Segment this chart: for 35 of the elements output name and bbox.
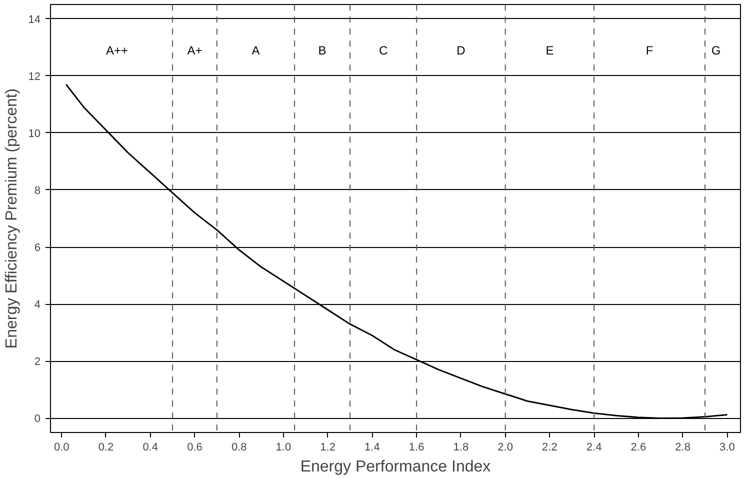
y-tick-label: 14 [28,14,41,26]
y-axis-title: Energy Efficiency Premium (percent) [3,88,20,349]
x-tick-label: 0.0 [54,442,70,454]
x-axis-title: Energy Performance Index [300,458,491,476]
annotation: A++ [106,43,128,58]
x-tick-label: 0.2 [98,442,114,454]
annotation: D [456,43,466,58]
x-tick-label: 2.0 [498,442,513,454]
y-tick-label: 2 [34,356,41,368]
x-tick-label: 0.4 [142,442,158,454]
x-tick-label: 1.2 [320,442,336,454]
x-tick-label: 2.6 [630,442,646,454]
x-tick-label: 0.6 [187,442,202,454]
annotation: E [546,43,554,58]
y-tick-label: 8 [34,184,41,197]
annotation: A [252,43,260,58]
x-tick-label: 1.8 [453,442,469,454]
y-tick-label: 4 [34,299,41,312]
x-tick-label: 1.4 [364,442,380,454]
x-tick-label: 2.2 [542,442,558,454]
x-tick-label: 1.6 [408,442,424,454]
annotation: G [711,43,721,58]
y-tick-label: 12 [28,70,41,83]
x-tick-label: 2.8 [675,442,690,454]
y-tick-label: 0 [34,413,41,426]
annotation: F [646,43,654,58]
x-tick-label: 3.0 [720,442,735,454]
x-tick-label: 1.0 [276,442,292,454]
y-tick-label: 6 [34,242,41,254]
annotation: B [318,43,326,58]
y-tick-label: 10 [28,128,41,140]
x-tick-label: 2.4 [586,442,602,454]
annotation: C [378,43,388,58]
annotation: A+ [187,43,202,58]
x-tick-label: 0.8 [231,442,247,454]
